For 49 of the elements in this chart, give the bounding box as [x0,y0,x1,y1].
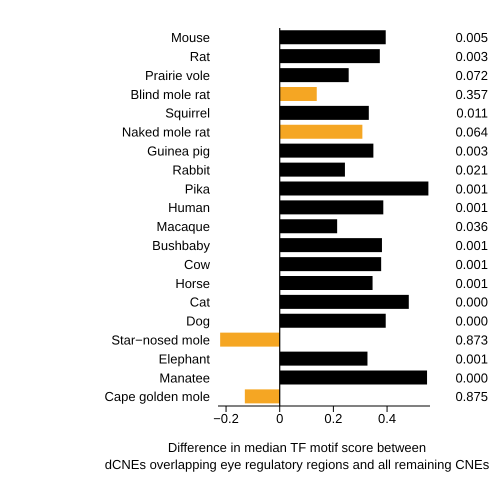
y-tick-label: Human [168,200,210,216]
text: 0.000 [455,370,488,386]
y-tick-label: Star−nosed mole [111,332,210,348]
text: 0.003 [455,143,488,158]
text: 0.001 [455,276,488,291]
text: 0.011 [456,106,488,121]
y-tick-label: Rabbit [172,162,210,178]
y-tick-label: Squirrel [165,106,210,121]
x-axis-title: Difference in median TF motif score between dCNEs overlapping eye regulatory regions and all remaining CNEs [104,440,490,472]
y-tick-label: Elephant [158,351,210,366]
y-tick-label: Blind mole rat [130,86,210,102]
x-tick-label: 0 [276,411,284,426]
text: 0.036 [455,219,488,234]
y-tick-label: Cape golden mole [104,389,210,404]
text: 0.072 [455,68,488,83]
x-tick-label: 0.2 [324,411,342,426]
y-tick-label: Manatee [159,370,210,386]
y-tick-label: Pika [184,181,211,196]
text: 0.357 [455,86,488,102]
text: 0.001 [455,351,488,366]
text: 0.000 [455,314,488,329]
text: 0.003 [455,48,488,64]
text: 0.873 [455,332,488,348]
x-tick-label: −0.2 [213,411,239,426]
text: 0.001 [455,200,488,216]
bar [244,389,280,404]
text: 0.001 [455,181,488,196]
y-tick-label: Bushbaby [152,238,210,253]
x-tick-label: 0.4 [378,411,396,426]
y-tick-label: Naked mole rat [122,124,210,140]
text: 0.021 [455,162,488,178]
y-tick-label: Mouse [170,30,210,46]
text: 0.064 [455,124,488,140]
y-tick-label: Guinea pig [147,143,210,158]
bar [280,124,362,139]
y-tick-label: Cat [190,294,210,310]
y-tick-label: Dog [186,314,210,329]
y-tick-label: Rat [190,48,210,64]
bar [220,332,280,347]
bar [280,86,317,101]
text: 0.005 [455,30,488,46]
text: 0.001 [455,238,488,253]
y-tick-label: Horse [175,276,210,291]
text: 0.000 [455,294,488,310]
y-tick-label: Prairie vole [144,68,210,83]
text: 0.875 [455,389,488,404]
y-tick-label: Macaque [156,219,210,234]
y-tick-label: Cow [184,256,211,272]
text: 0.001 [455,256,488,272]
